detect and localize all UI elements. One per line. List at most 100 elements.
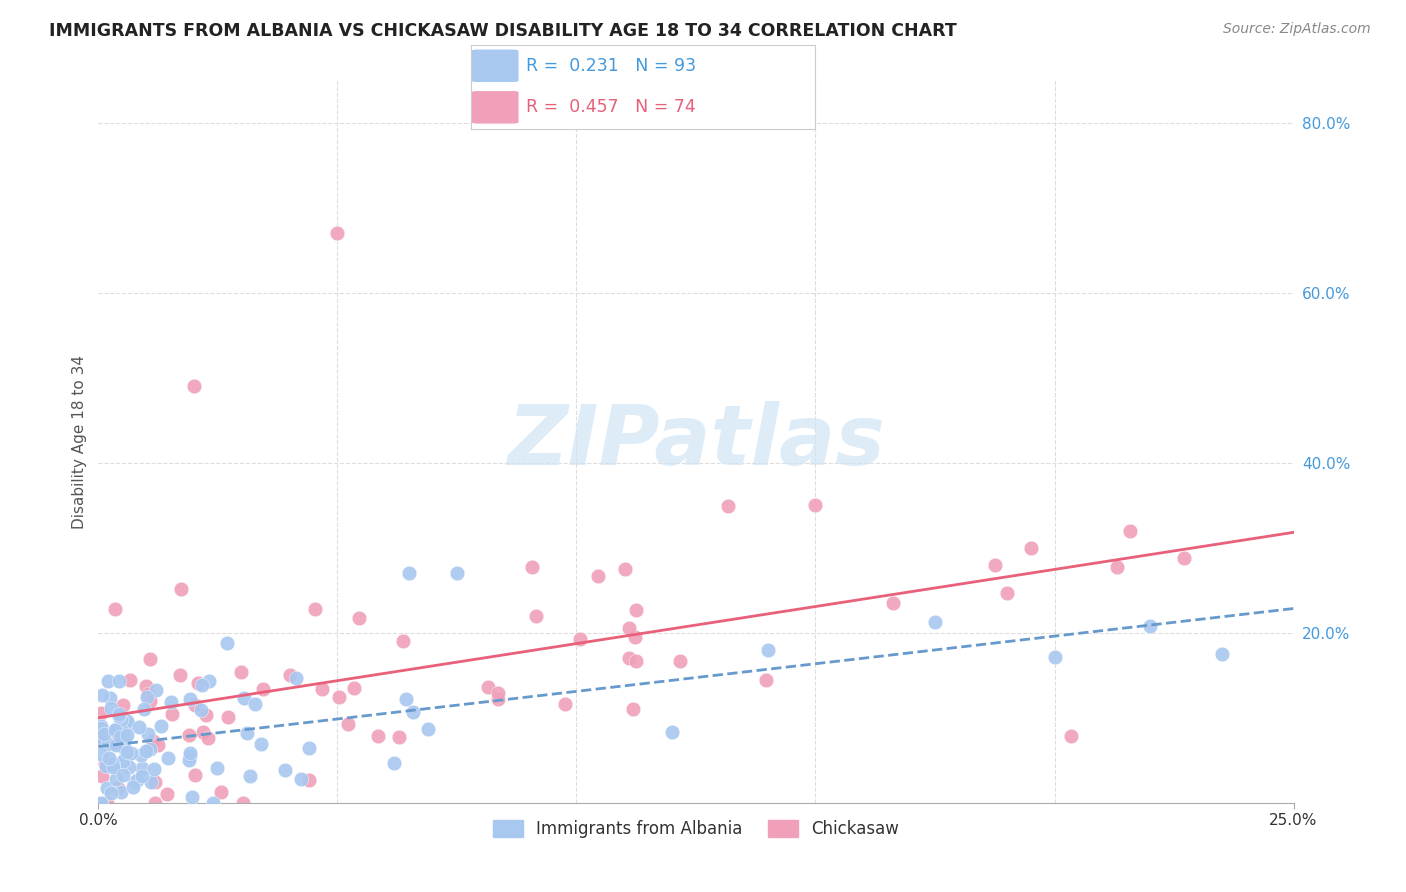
Point	[139, 741, 162, 756]
Point	[110, 785, 132, 799]
Point	[522, 560, 544, 574]
Point	[233, 690, 256, 705]
Point	[97, 674, 120, 689]
Point	[235, 726, 257, 740]
Point	[1119, 524, 1142, 538]
Point	[170, 582, 193, 596]
Point	[100, 701, 122, 715]
Point	[184, 698, 207, 712]
Point	[1105, 560, 1128, 574]
Point	[183, 379, 205, 393]
Point	[104, 738, 127, 752]
Point	[132, 702, 155, 716]
Point	[384, 756, 406, 770]
Point	[278, 667, 301, 681]
Point	[661, 725, 683, 739]
Text: IMMIGRANTS FROM ALBANIA VS CHICKASAW DISABILITY AGE 18 TO 34 CORRELATION CHART: IMMIGRANTS FROM ALBANIA VS CHICKASAW DIS…	[49, 22, 957, 40]
Point	[554, 698, 576, 712]
Point	[90, 796, 112, 810]
Point	[1059, 729, 1081, 743]
Point	[94, 759, 117, 773]
Point	[402, 706, 425, 720]
Point	[179, 747, 201, 761]
Point	[128, 720, 150, 734]
Point	[388, 730, 411, 744]
Point	[328, 690, 350, 704]
Point	[569, 632, 592, 646]
Point	[298, 741, 321, 756]
Point	[717, 499, 740, 513]
Point	[114, 742, 136, 756]
Point	[131, 769, 153, 783]
Point	[129, 748, 152, 763]
Point	[136, 690, 159, 704]
Point	[181, 790, 204, 805]
Point	[139, 694, 162, 708]
Point	[90, 747, 112, 761]
Point	[105, 772, 128, 786]
Legend: Immigrants from Albania, Chickasaw: Immigrants from Albania, Chickasaw	[486, 814, 905, 845]
Point	[104, 723, 127, 737]
Point	[243, 698, 266, 712]
Point	[217, 710, 239, 724]
Point	[326, 227, 349, 241]
Point	[311, 682, 333, 697]
Point	[1173, 550, 1195, 565]
Point	[290, 772, 312, 786]
Point	[125, 772, 148, 787]
Point	[394, 691, 416, 706]
Point	[391, 634, 413, 648]
Point	[1139, 618, 1161, 632]
Point	[108, 707, 131, 722]
Point	[179, 748, 201, 763]
Point	[115, 714, 138, 728]
Point	[755, 673, 778, 687]
Point	[337, 717, 360, 731]
Point	[995, 586, 1018, 600]
Point	[804, 498, 827, 512]
Text: R =  0.231   N = 93: R = 0.231 N = 93	[526, 57, 696, 75]
Point	[621, 702, 644, 716]
Point	[617, 622, 640, 636]
Point	[90, 706, 112, 720]
Point	[613, 562, 636, 576]
Point	[207, 761, 229, 775]
Point	[90, 733, 112, 747]
Point	[111, 768, 134, 782]
Point	[100, 690, 122, 705]
Point	[94, 756, 117, 771]
Point	[623, 630, 645, 644]
Point	[120, 747, 142, 761]
Point	[136, 727, 159, 741]
Point	[101, 760, 124, 774]
Point	[285, 671, 308, 685]
Point	[100, 786, 122, 800]
Point	[115, 745, 138, 759]
Point	[187, 676, 209, 690]
Point	[159, 695, 181, 709]
Point	[209, 785, 232, 799]
Point	[101, 757, 124, 772]
Point	[96, 780, 118, 795]
Point	[121, 780, 143, 794]
Point	[1019, 541, 1042, 555]
Point	[486, 685, 509, 699]
Point	[198, 674, 221, 689]
Point	[190, 703, 212, 717]
Point	[110, 713, 132, 727]
Point	[122, 774, 145, 789]
Point	[97, 738, 120, 752]
Y-axis label: Disability Age 18 to 34: Disability Age 18 to 34	[72, 354, 87, 529]
Point	[146, 738, 169, 752]
Point	[93, 727, 115, 741]
Point	[138, 652, 160, 666]
Point	[202, 796, 225, 810]
Point	[112, 725, 135, 739]
Point	[624, 603, 647, 617]
Point	[90, 721, 112, 735]
Point	[586, 569, 609, 583]
Point	[477, 680, 499, 694]
Point	[756, 642, 779, 657]
Point	[215, 636, 238, 650]
Point	[1211, 648, 1233, 662]
